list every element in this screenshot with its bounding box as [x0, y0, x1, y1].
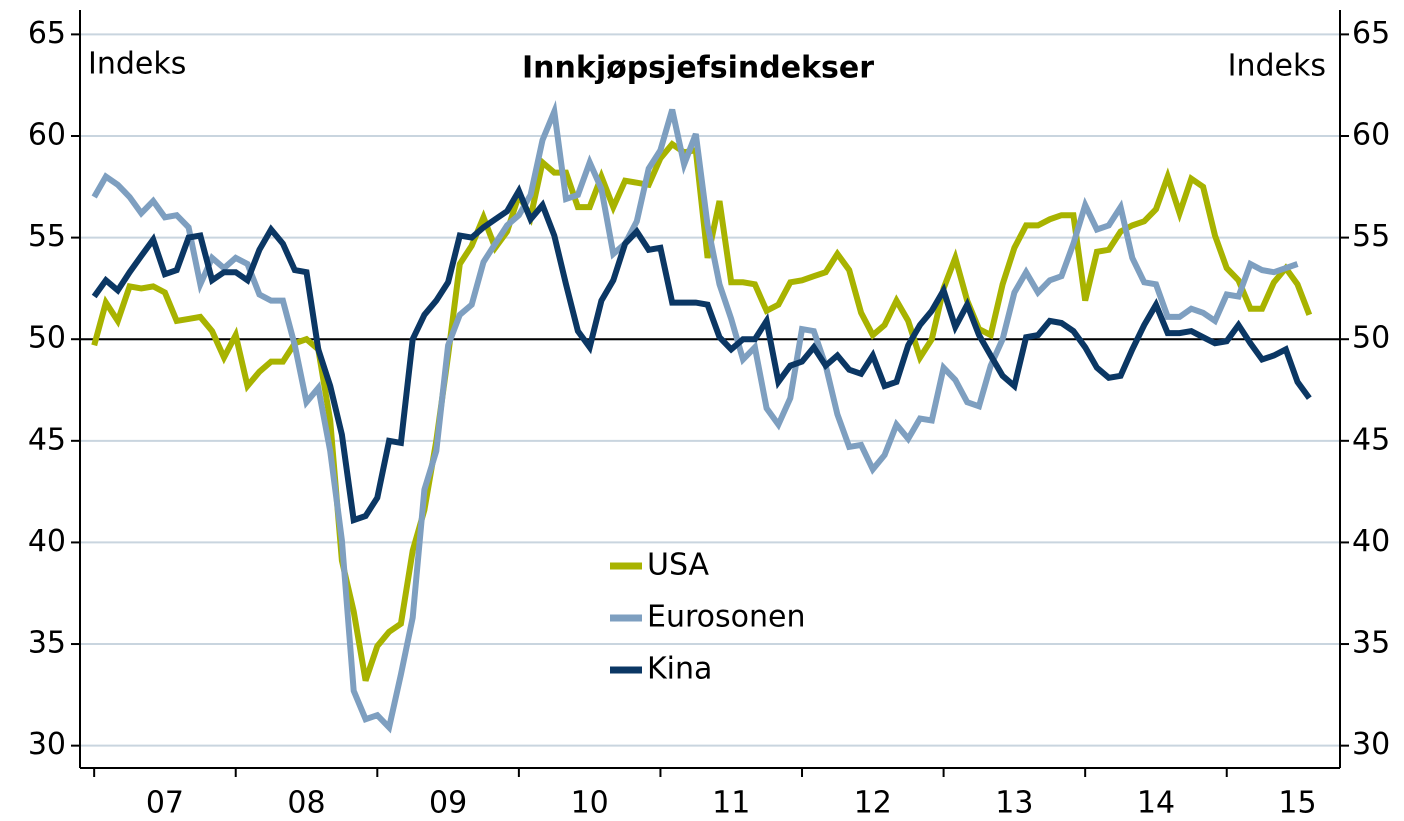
chart-title: Innkjøpsjefsindekser — [522, 51, 874, 86]
y-tick-label: 60 — [28, 117, 66, 152]
y2-tick-label: 40 — [1352, 524, 1390, 559]
legend-label: Eurosonen — [647, 600, 805, 635]
y2-tick-label: 35 — [1352, 626, 1390, 661]
x-tick-label: 09 — [429, 786, 467, 821]
x-tick-label: 11 — [712, 786, 750, 821]
legend-label: Kina — [647, 652, 712, 687]
y-tick-label: 40 — [28, 524, 66, 559]
x-tick-label: 15 — [1278, 786, 1316, 821]
y-axis-label: Indeks — [88, 47, 186, 82]
x-tick-label: 10 — [571, 786, 609, 821]
y-tick-label: 50 — [28, 321, 66, 356]
y-tick-label: 65 — [28, 16, 66, 51]
y2-tick-label: 45 — [1352, 422, 1390, 457]
grid — [80, 33, 1340, 747]
y-tick-label: 30 — [28, 727, 66, 762]
series-line — [91, 184, 1312, 525]
y2-axis-label: Indeks — [1228, 49, 1326, 84]
x-tick-label: 14 — [1137, 786, 1175, 821]
x-tick-label: 12 — [854, 786, 892, 821]
legend-label: USA — [647, 548, 710, 583]
y-tick-label: 45 — [28, 422, 66, 457]
x-tick-label: 08 — [287, 786, 325, 821]
x-tick-label: 13 — [995, 786, 1033, 821]
y-tick-label: 35 — [28, 626, 66, 661]
y2-tick-label: 60 — [1352, 117, 1390, 152]
y2-tick-label: 65 — [1352, 16, 1390, 51]
y-tick-label: 55 — [28, 219, 66, 254]
y2-tick-label: 30 — [1352, 727, 1390, 762]
x-tick-label: 07 — [146, 786, 184, 821]
series-line — [91, 100, 1299, 734]
y2-tick-label: 50 — [1352, 321, 1390, 356]
y2-tick-label: 55 — [1352, 219, 1390, 254]
